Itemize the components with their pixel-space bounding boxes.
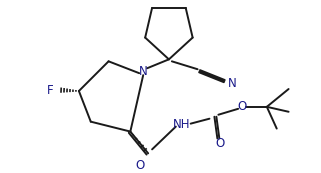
Text: O: O [238,100,247,113]
Text: O: O [135,159,145,172]
Text: N: N [139,65,148,78]
Text: N: N [228,77,237,90]
Text: O: O [216,137,225,150]
Text: F: F [47,84,54,97]
Text: NH: NH [173,118,191,131]
